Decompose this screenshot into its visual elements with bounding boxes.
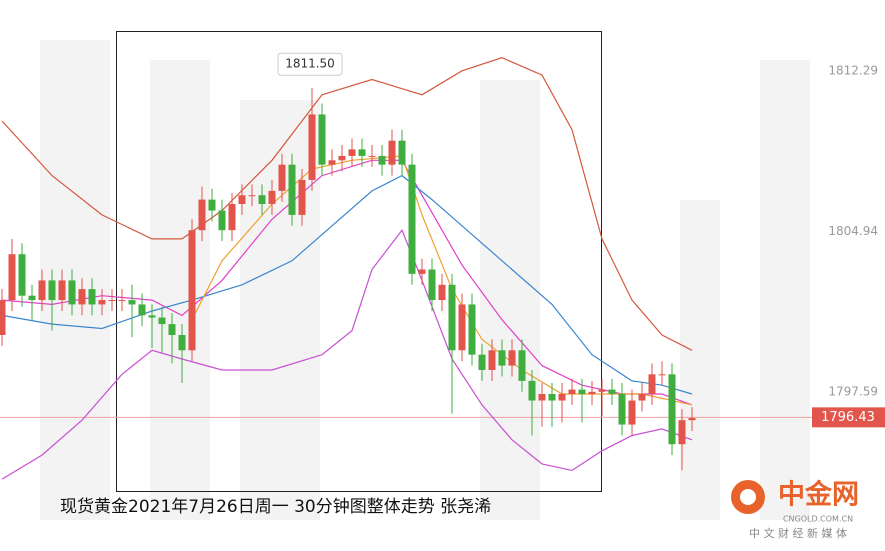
candle-body — [458, 304, 466, 351]
caption: 现货黄金2021年7月26日周一 30分钟图整体走势 张尧浠 — [60, 497, 491, 517]
candle-body — [168, 324, 176, 336]
candle-body — [58, 280, 66, 301]
candle-body — [488, 350, 496, 370]
candle-body — [338, 155, 346, 161]
candle-body — [668, 374, 676, 445]
candle-body — [378, 155, 386, 165]
candle-body — [578, 389, 586, 394]
candle-body — [248, 195, 256, 197]
indicator-line — [1, 228, 693, 480]
candle-body — [328, 160, 336, 165]
candle-body — [0, 300, 6, 336]
candle-body — [318, 114, 326, 165]
candle-body — [308, 114, 316, 180]
indicator-line — [1, 57, 693, 351]
candle-body — [158, 317, 166, 325]
candle-body — [468, 304, 476, 355]
plot: 1812.29 1804.94 1797.59 1811.50 1796.43 — [0, 52, 885, 480]
candle-body — [408, 164, 416, 274]
current-price-tag — [812, 407, 885, 428]
candle-body — [628, 400, 636, 425]
candle-body — [518, 350, 526, 381]
frame — [116, 31, 602, 492]
candle-body — [538, 393, 546, 401]
logo: 中金网 CNGOLD.COM.CN 中 文 财 经 新 媒 体 — [731, 479, 859, 540]
candle-body — [398, 140, 406, 165]
candle-body — [298, 179, 306, 215]
candle-body — [8, 254, 16, 301]
candle-body — [88, 289, 96, 305]
candle-body — [368, 155, 376, 157]
y-tick-label: 1812.29 — [828, 63, 878, 77]
candle-body — [258, 195, 266, 204]
candle-body — [498, 350, 506, 366]
candle-body — [128, 300, 136, 305]
candle-body — [438, 284, 446, 301]
candle-body — [558, 393, 566, 401]
y-tick-label: 1804.94 — [828, 224, 878, 238]
candle-body — [148, 315, 156, 318]
candle-body — [78, 289, 86, 305]
candle-body — [288, 164, 296, 215]
candle-body — [348, 149, 356, 156]
logo-slogan: 中 文 财 经 新 媒 体 — [749, 526, 847, 540]
current-price-label: 1796.43 — [821, 410, 875, 425]
candle-body — [18, 254, 26, 296]
candle-body — [428, 269, 436, 301]
candle-body — [38, 280, 46, 301]
logo-icon-inner — [740, 489, 756, 505]
candle-body — [638, 393, 646, 401]
candle-body — [658, 374, 666, 376]
candle-body — [688, 418, 696, 421]
candle-body — [28, 295, 36, 301]
candle-body — [678, 420, 686, 445]
candle-body — [418, 269, 426, 274]
candle-body — [548, 393, 556, 401]
indicator-line — [1, 159, 693, 406]
candle-body — [478, 354, 486, 370]
peak-label-box — [277, 52, 343, 76]
y-tick-label: 1797.59 — [828, 385, 878, 399]
candle-body — [508, 350, 516, 366]
peak-label: 1811.50 — [285, 57, 335, 71]
candle-body — [238, 195, 246, 204]
candle-body — [98, 300, 106, 305]
candle-body — [268, 190, 276, 204]
logo-domain: CNGOLD.COM.CN — [783, 515, 853, 524]
candle-body — [568, 389, 576, 394]
candle-body — [198, 199, 206, 231]
candle-body — [608, 389, 616, 394]
candle-body — [218, 210, 226, 231]
candle-body — [598, 389, 606, 392]
candle-body — [188, 230, 196, 351]
candle-body — [618, 393, 626, 425]
candle-body — [208, 199, 216, 211]
watermark — [40, 40, 810, 520]
candle-body — [138, 304, 146, 316]
candle-body — [448, 284, 456, 351]
candle-body — [178, 335, 186, 351]
candle-body — [228, 203, 236, 231]
candle-body — [48, 280, 56, 301]
logo-name: 中金网 — [778, 479, 859, 511]
candle-body — [278, 164, 286, 191]
candle-body — [68, 280, 76, 305]
candle-body — [108, 300, 116, 302]
candle-body — [388, 140, 396, 165]
candle-body — [528, 380, 536, 401]
candle-body — [358, 149, 366, 156]
candle-body — [588, 391, 596, 394]
candle-body — [648, 374, 656, 394]
candle-body — [118, 300, 126, 302]
